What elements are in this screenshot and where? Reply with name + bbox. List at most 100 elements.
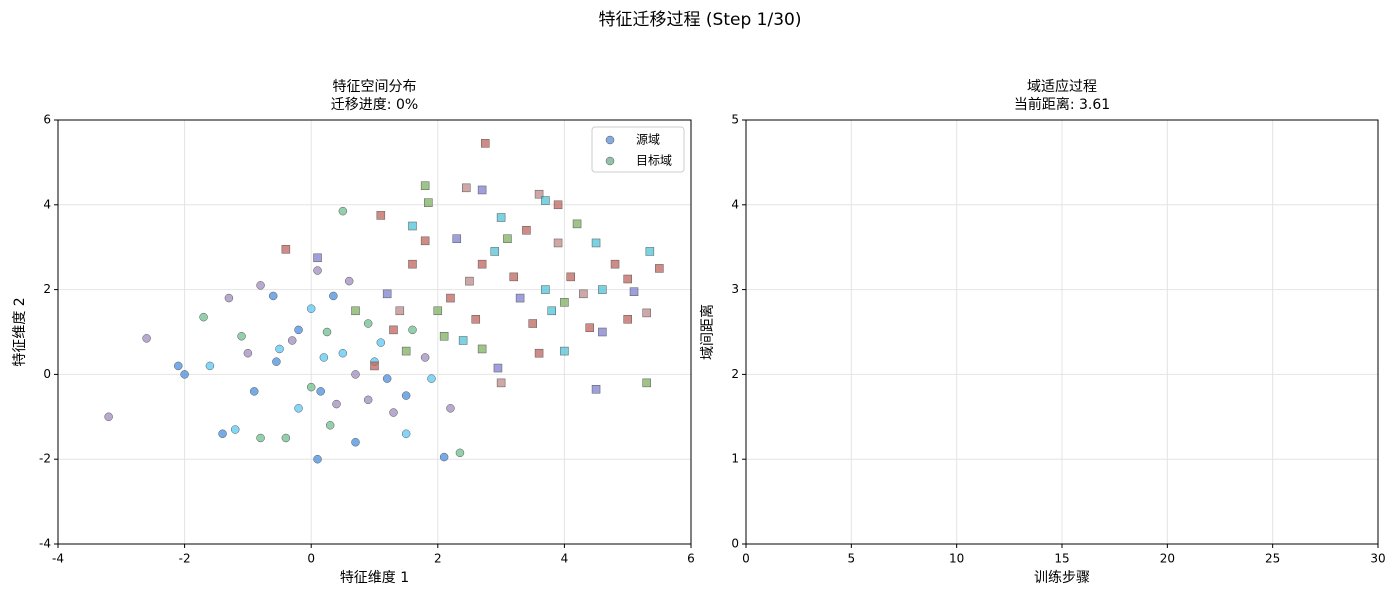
x-tick-label: 25 [1265,552,1280,566]
point [528,319,537,328]
point [534,189,544,199]
point [452,234,462,243]
point [174,361,183,371]
point [496,378,506,388]
legend-box [591,126,685,173]
x-tick-label: 20 [1160,552,1175,566]
point [287,336,297,345]
x-tick-label: 0 [742,552,750,566]
point [534,348,544,358]
x-tick-label: 5 [848,552,856,566]
chart-subtitle: 当前距离: 3.61 [1014,96,1110,113]
point [401,346,411,356]
point [268,291,278,301]
point [338,348,348,358]
point [294,325,303,335]
point [490,247,500,256]
x-tick-label: -4 [52,552,64,566]
y-tick-label: 3 [731,282,739,296]
point [408,221,417,231]
point [306,382,316,392]
y-tick-label: 1 [731,452,739,466]
point [322,327,332,337]
point [420,353,430,362]
point [275,344,284,354]
point [408,259,417,269]
point [344,276,354,286]
point [272,357,281,366]
point [629,287,639,296]
x-tick-label: 15 [1054,552,1069,566]
plot-frame [57,119,692,545]
point [585,323,594,333]
point [645,247,655,256]
x-tick-label: 6 [687,552,695,566]
y-tick-label: 2 [43,282,51,296]
figure-title: 特征迁移过程 (Step 1/30) [599,10,802,30]
point [553,200,563,210]
point [560,298,569,307]
chart-title: 特征空间分布 [333,79,417,95]
point [465,276,474,286]
point [522,225,531,235]
point [503,234,512,243]
chart-title: 域适应过程 [1027,78,1097,95]
legend-marker [605,135,615,145]
x-tick-label: 4 [561,552,569,566]
x-tick-label: 0 [307,552,315,566]
point [541,285,550,294]
legend-label: 目标域 [636,154,672,168]
point [591,238,601,248]
y-tick-label: 4 [43,197,51,211]
y-axis-label: 特征维度 2 [12,297,28,366]
point [237,331,246,341]
point [477,185,487,195]
legend-label: 源域 [636,133,660,147]
point [199,312,208,322]
point [218,429,227,439]
point [363,319,373,328]
point [401,391,411,400]
point [313,253,322,263]
point [281,245,291,254]
point [351,370,360,379]
point [553,238,563,248]
point [281,433,291,443]
point [329,291,338,301]
point [427,374,436,383]
point [655,264,664,273]
point [401,429,411,439]
point [382,374,392,383]
x-tick-label: 30 [1370,552,1385,566]
point [313,266,322,275]
point [224,293,234,303]
point [420,236,430,246]
x-axis-label: 特征维度 1 [340,570,409,586]
point [446,404,455,413]
y-tick-label: 5 [731,113,739,127]
x-tick-label: -2 [179,552,191,566]
point [566,272,575,282]
point [477,259,487,269]
point [642,308,651,318]
point [610,259,620,269]
y-tick-label: 2 [731,367,739,381]
point [458,336,468,345]
point [420,181,430,190]
point [230,425,240,434]
point [338,206,348,216]
point [598,327,607,337]
point [382,289,392,299]
point [395,306,405,316]
point [642,378,651,388]
point [509,272,519,282]
y-tick-label: 0 [731,537,739,551]
point [481,139,490,148]
point [408,325,417,335]
point [351,306,360,316]
point [142,334,151,343]
point [376,338,386,347]
point [376,211,386,220]
chart-subtitle: 迁移进度: 0% [331,97,418,113]
point [256,433,265,443]
